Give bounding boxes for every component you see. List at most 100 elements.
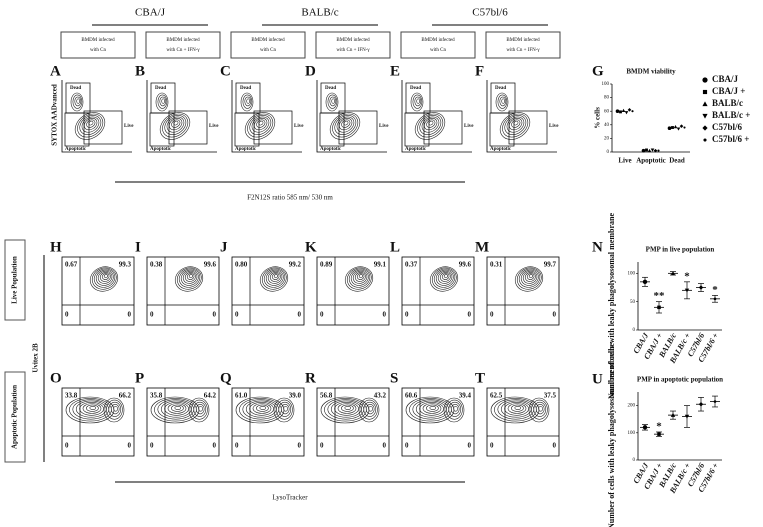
condition-box (485, 31, 561, 59)
condition-label: BMDM infected (81, 38, 115, 43)
condition-label: with Cn + IFN-γ (506, 48, 540, 53)
condition-label: with Cn + IFN-γ (336, 48, 370, 53)
contour (168, 118, 183, 131)
contour (358, 397, 380, 423)
data-point (670, 412, 676, 417)
y-tick-label: 0 (607, 150, 610, 155)
gate (168, 110, 208, 145)
data-point (650, 148, 655, 152)
contour (95, 269, 114, 286)
contour (269, 272, 281, 282)
quadrant-value: 99.3 (119, 261, 132, 269)
quadrant-value: 0 (320, 442, 324, 450)
contour (93, 268, 116, 288)
quadrant-value: 0.31 (490, 261, 503, 269)
contour (439, 272, 451, 282)
contour (69, 398, 112, 422)
plot-frame (401, 387, 475, 457)
contour (239, 398, 282, 422)
contour (419, 401, 444, 416)
data-point (631, 110, 634, 113)
data-point (657, 305, 661, 310)
contour (431, 267, 457, 290)
quadrant-value: 0 (128, 442, 132, 450)
gate-label: Apoptotic (65, 147, 87, 152)
data-point (671, 126, 674, 129)
legend-marker (703, 138, 707, 142)
y-tick-label: 80 (604, 96, 610, 101)
data-point (713, 400, 717, 403)
contour (446, 399, 463, 420)
x-tick-label: Dead (669, 157, 685, 165)
panel-letter: I (135, 239, 141, 255)
contour (244, 112, 276, 140)
y-tick-label: 50 (630, 300, 636, 305)
panel-letter: K (305, 239, 317, 255)
quadrant-value: 0 (405, 311, 409, 319)
contour (453, 406, 458, 412)
gate-label: Live (464, 124, 474, 129)
panel-letter: R (305, 370, 316, 386)
panel-letter: N (592, 239, 603, 255)
quadrant-value: 0.37 (405, 261, 418, 269)
contour (103, 397, 125, 423)
quadrant-value: 0 (298, 311, 302, 319)
contour (504, 115, 527, 135)
contour (522, 270, 538, 284)
plot-frame (316, 387, 390, 457)
contour (188, 397, 210, 423)
contour (164, 115, 187, 135)
data-point (684, 414, 690, 419)
contour (419, 115, 442, 135)
contour (174, 405, 182, 410)
y-tick-label: 60 (604, 109, 610, 114)
contour (409, 398, 452, 422)
x-axis-label: F2N12S ratio 585 nm/ 530 nm (247, 194, 333, 202)
chart-title: PMP in live population (646, 246, 715, 254)
contour (410, 92, 424, 112)
y-axis-label: SYTOX AADvanced (51, 84, 59, 146)
contour (526, 273, 535, 280)
contour (108, 401, 122, 417)
contour (166, 116, 185, 133)
condition-label: BMDM infected (421, 38, 455, 43)
data-point (713, 297, 717, 301)
quadrant-value: 0.89 (320, 261, 333, 269)
contour (106, 399, 123, 420)
gate-label: Dead (240, 86, 251, 91)
contour (506, 116, 525, 133)
data-point (647, 148, 652, 153)
contour (514, 266, 544, 292)
plot-frame (231, 387, 305, 457)
data-point (653, 148, 658, 153)
quadrant-value: 0 (150, 442, 154, 450)
panel-letter: Q (220, 370, 232, 386)
contour (334, 115, 357, 135)
quadrant-value: 66.2 (119, 392, 132, 400)
contour (350, 269, 369, 286)
contour (267, 270, 283, 284)
data-point (683, 126, 686, 129)
contour (441, 273, 450, 280)
legend-marker (702, 113, 708, 119)
gate-label: Apoptotic (320, 147, 342, 152)
quadrant-value: 0.67 (65, 261, 78, 269)
contour (182, 270, 198, 284)
contour (443, 397, 465, 423)
gate-label: Live (294, 124, 304, 129)
x-axis-label: LysoTracker (272, 494, 308, 502)
contour (89, 405, 97, 410)
panel-letter: L (390, 239, 400, 255)
y-axis-label: Uvitex 2B (32, 343, 40, 373)
quadrant-value: 62.5 (490, 392, 503, 400)
contour (249, 401, 274, 416)
contour (499, 96, 507, 107)
gate-label: Dead (70, 86, 81, 91)
contour (341, 404, 354, 412)
contour (188, 274, 193, 278)
quadrant-value: 56.8 (320, 392, 333, 400)
gate (404, 112, 430, 147)
contour (191, 399, 208, 420)
contour (508, 118, 523, 131)
